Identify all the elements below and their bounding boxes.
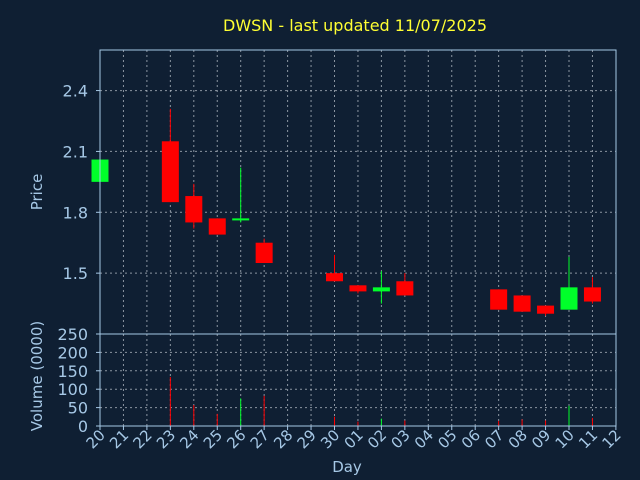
- day-tick-label: 03: [387, 426, 413, 452]
- day-tick-label: 26: [223, 426, 249, 452]
- candle-body-down: [349, 285, 367, 292]
- day-tick-label: 04: [411, 426, 437, 452]
- day-tick-label: 29: [294, 426, 320, 452]
- price-tick-label: 1.5: [63, 264, 88, 283]
- day-tick-label: 21: [106, 426, 132, 452]
- candle-body-down: [326, 273, 343, 282]
- volume-tick-label: 50: [68, 399, 88, 418]
- day-x-ticks: 2021222324252627282930010203040506070809…: [83, 426, 625, 452]
- day-tick-label: 02: [364, 426, 390, 452]
- volume-tick-label: 150: [57, 362, 88, 381]
- volume-tick-label: 100: [57, 380, 88, 399]
- volume-tick-label: 0: [78, 417, 88, 436]
- day-tick-label: 30: [317, 426, 343, 452]
- candle-body-down: [490, 289, 508, 310]
- price-tick-label: 2.4: [63, 82, 88, 101]
- candle-body-down: [583, 287, 601, 302]
- day-tick-label: 11: [575, 426, 601, 452]
- price-y-ticks: 1.5 1.8 2.1 2.4: [63, 82, 100, 283]
- day-tick-label: 08: [505, 426, 531, 452]
- day-tick-label: 25: [200, 426, 226, 452]
- candle-body-down: [396, 281, 414, 296]
- candle-body-down: [255, 242, 273, 263]
- x-axis-label: Day: [332, 458, 362, 476]
- candle-body-down: [208, 218, 226, 235]
- candle-body-down: [185, 196, 203, 223]
- day-tick-label: 28: [270, 426, 296, 452]
- candle-body-up: [372, 287, 390, 292]
- volume-bars: [169, 377, 593, 426]
- day-tick-label: 07: [481, 426, 507, 452]
- volume-axis-label: Volume (0000): [28, 321, 46, 431]
- volume-grid: [100, 334, 616, 426]
- day-tick-label: 06: [458, 426, 484, 452]
- day-tick-label: 23: [153, 426, 179, 452]
- chart-title: DWSN - last updated 11/07/2025: [223, 16, 487, 35]
- day-tick-label: 22: [129, 426, 155, 452]
- price-axis-label: Price: [28, 174, 46, 211]
- price-candles: [91, 108, 601, 316]
- candle-body-up: [560, 287, 578, 310]
- price-tick-label: 1.8: [63, 203, 88, 222]
- volume-tick-label: 200: [57, 343, 88, 362]
- candle-body-down: [161, 141, 179, 203]
- day-tick-label: 12: [598, 426, 624, 452]
- day-tick-label: 10: [552, 426, 578, 452]
- candle-body-down: [537, 305, 555, 314]
- day-tick-label: 05: [434, 426, 460, 452]
- day-tick-label: 09: [528, 426, 554, 452]
- candle-body-up: [232, 218, 250, 221]
- day-tick-label: 01: [341, 426, 367, 452]
- price-tick-label: 2.1: [63, 142, 88, 161]
- day-tick-label: 24: [176, 426, 202, 452]
- day-tick-label: 27: [247, 426, 273, 452]
- candle-body-down: [513, 295, 531, 312]
- volume-tick-label: 250: [57, 325, 88, 344]
